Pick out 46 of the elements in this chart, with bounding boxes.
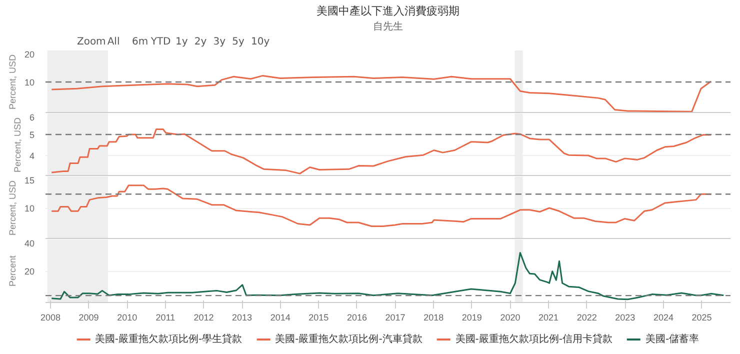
y-axis-title: Percent, USD	[7, 54, 18, 110]
x-tick-label: 2008	[40, 312, 60, 322]
chart-title: 美國中產以下進入消費疲弱期	[316, 4, 460, 18]
x-tick-label: 2017	[385, 312, 406, 322]
x-tick-label: 2020	[500, 312, 520, 322]
legend-label: 美國-儲蓄率	[646, 332, 700, 346]
y-tick-label: 40	[24, 238, 35, 248]
text: All	[107, 36, 120, 48]
x-tick-label: 2012	[194, 312, 214, 322]
text: 2y	[194, 36, 207, 48]
x-tick-label: 2018	[424, 312, 444, 322]
text: 3y	[213, 36, 226, 48]
legend-label: 美國-嚴重拖欠款項比例-汽車貸款	[275, 332, 422, 346]
x-tick-label: 2021	[538, 312, 559, 322]
x-tick-label: 2019	[462, 312, 482, 322]
x-tick-label: 2010	[117, 312, 138, 322]
y-axis-title: Percent	[7, 254, 18, 287]
text: 10y	[251, 36, 270, 48]
x-tick-label: 2022	[576, 312, 597, 322]
x-tick-label: 2016	[346, 312, 367, 322]
text: 6m	[132, 36, 148, 48]
y-axis-title: Percent, USD	[7, 180, 18, 236]
y-tick-label: 10	[24, 204, 35, 214]
y-tick-label: 20	[24, 266, 35, 276]
y-tick-label: 10	[24, 78, 35, 88]
y-axis-title: Percent, USD	[12, 116, 22, 173]
text: 5y	[232, 36, 244, 48]
y-tick-label: 5	[29, 130, 35, 140]
text: YTD	[150, 36, 172, 48]
x-tick-label: 2013	[232, 312, 252, 322]
x-tick-label: 2011	[156, 312, 176, 322]
legend-label: 美國-嚴重拖欠款項比例-信用卡貸款	[455, 332, 613, 346]
x-tick-label: 2025	[692, 312, 712, 322]
legend-label: 美國-嚴重拖欠款項比例-學生貸款	[94, 332, 242, 346]
x-tick-label: 2014	[270, 312, 290, 322]
x-tick-label: 2023	[615, 312, 636, 322]
y-tick-label: 6	[29, 112, 35, 122]
x-tick-label: 2024	[653, 312, 674, 322]
text: 1y	[175, 36, 188, 48]
y-tick-label: 20	[24, 50, 35, 60]
chart-subtitle: 自先生	[373, 20, 403, 32]
text: Zoom	[76, 36, 106, 48]
x-tick-label: 2015	[308, 312, 329, 322]
y-tick-label: 15	[24, 176, 35, 186]
x-tick-label: 2009	[78, 312, 99, 322]
y-tick-label: 4	[29, 151, 35, 161]
